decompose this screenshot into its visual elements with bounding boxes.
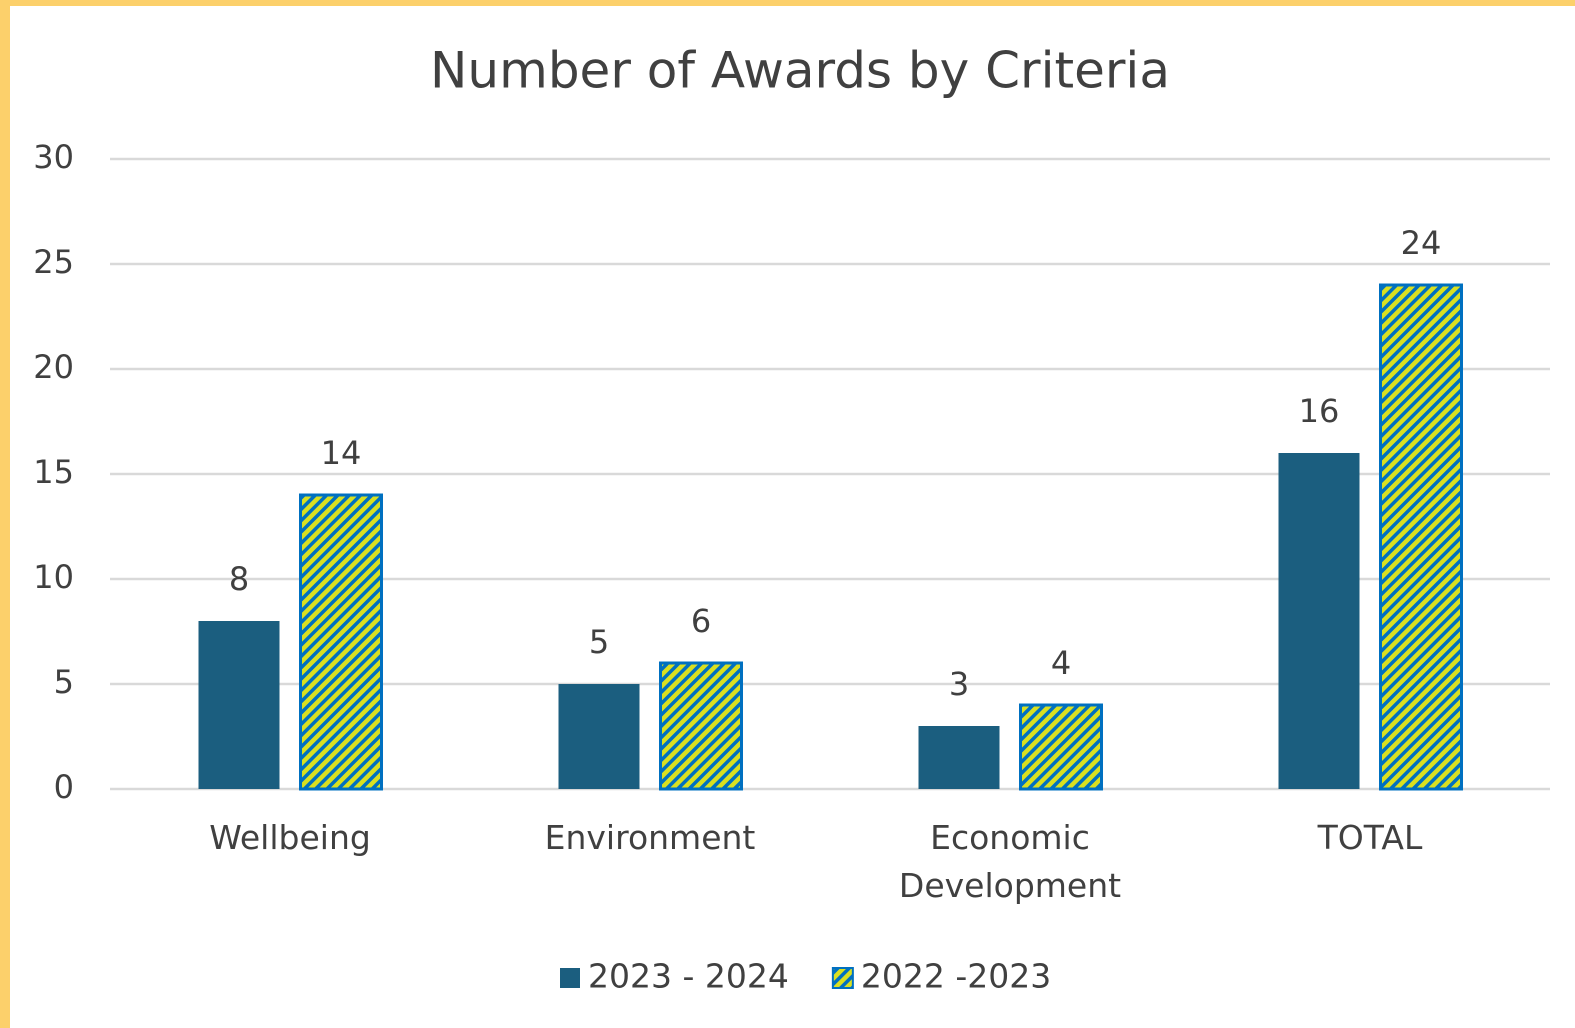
data-label: 3 (949, 665, 969, 703)
legend-swatch (831, 967, 854, 989)
x-tick-label: Economic Development (898, 818, 1122, 905)
bar (558, 684, 640, 789)
legend-label: 2023 - 2024 (588, 957, 789, 996)
x-tick-label: TOTAL (1317, 818, 1423, 857)
legend-label: 2022 -2023 (861, 957, 1051, 996)
data-label: 8 (229, 560, 249, 598)
bar (918, 726, 1000, 789)
y-tick-label: 10 (33, 558, 74, 596)
y-tick-label: 15 (33, 453, 74, 491)
x-tick-label: Environment (544, 818, 756, 857)
legend-swatch (560, 968, 580, 988)
chart-panel: Number of Awards by Criteria 0 5 10 15 20 25 3… (10, 6, 1575, 1028)
y-tick-label: 25 (33, 243, 74, 281)
chart: Number of Awards by Criteria 0 5 10 15 20 25 3… (33, 42, 1550, 996)
x-tick-label: Wellbeing (209, 818, 371, 857)
chart-title: Number of Awards by Criteria (430, 42, 1170, 100)
data-label: 24 (1401, 224, 1442, 262)
bar (1019, 703, 1103, 791)
data-label: 6 (691, 602, 711, 640)
data-label: 16 (1299, 392, 1340, 430)
data-label: 14 (321, 434, 362, 472)
bar (659, 661, 743, 791)
bar (1379, 283, 1463, 791)
y-tick-label: 30 (33, 138, 74, 176)
y-tick-label: 0 (54, 768, 74, 806)
y-tick-label: 20 (33, 348, 74, 386)
bar (299, 493, 383, 791)
data-label: 4 (1051, 644, 1071, 682)
bar (1278, 453, 1360, 789)
y-tick-label: 5 (54, 663, 74, 701)
data-label: 5 (589, 623, 609, 661)
bar (198, 621, 280, 789)
